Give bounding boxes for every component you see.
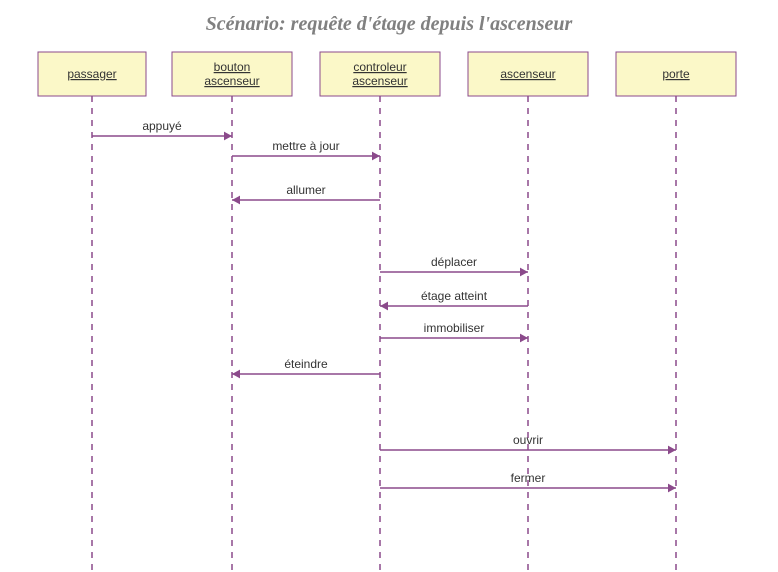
arrowhead [520,334,528,343]
message-label: déplacer [431,255,477,269]
arrowhead [224,132,232,141]
arrowhead [668,484,676,493]
arrowhead [520,268,528,277]
actor-label-ascenseur: ascenseur [500,67,555,81]
arrowhead [232,196,240,205]
message-label: éteindre [284,357,328,371]
actor-label-bouton: ascenseur [204,74,259,88]
actor-label-bouton: bouton [214,60,251,74]
actor-label-controleur: ascenseur [352,74,407,88]
arrowhead [232,370,240,379]
message-label: mettre à jour [272,139,339,153]
diagram-title: Scénario: requête d'étage depuis l'ascen… [206,13,573,35]
actor-label-controleur: controleur [353,60,406,74]
arrowhead [372,152,380,161]
message-label: appuyé [142,119,182,133]
message-label: allumer [286,183,325,197]
message-label: ouvrir [513,433,543,447]
actor-label-passager: passager [67,67,116,81]
message-label: fermer [511,471,546,485]
message-label: étage atteint [421,289,488,303]
arrowhead [668,446,676,455]
arrowhead [380,302,388,311]
sequence-diagram: Scénario: requête d'étage depuis l'ascen… [0,0,778,572]
actor-label-porte: porte [662,67,690,81]
message-label: immobiliser [424,321,485,335]
